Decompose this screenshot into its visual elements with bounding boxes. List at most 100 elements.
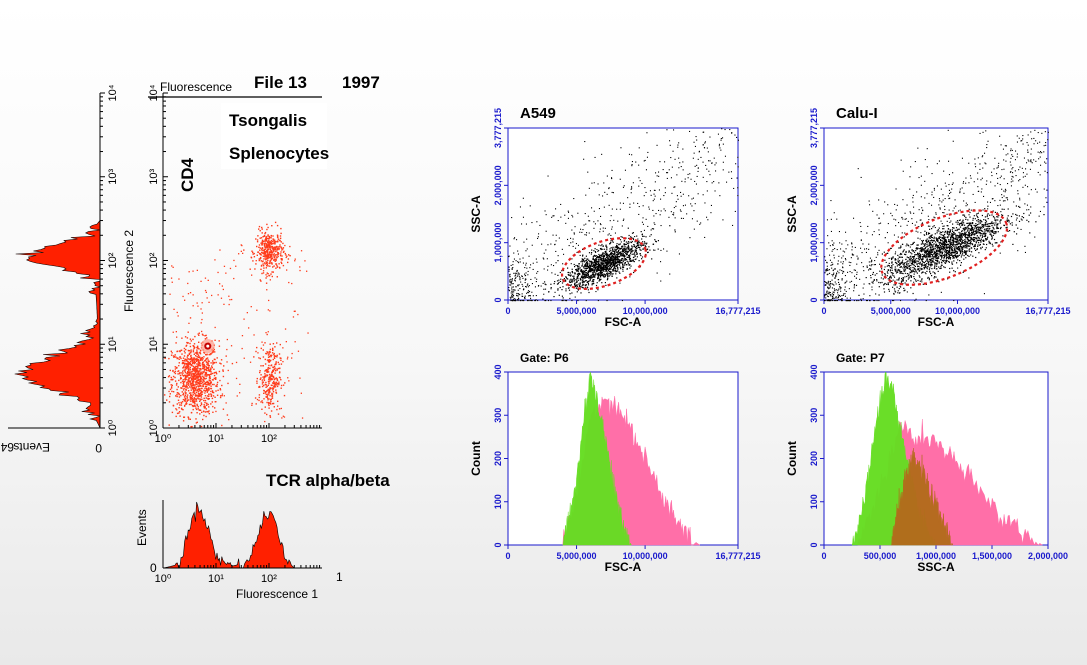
scatter-point — [942, 236, 944, 239]
scatter-point — [183, 416, 186, 418]
scatter-point — [641, 182, 643, 184]
scatter-point — [212, 360, 214, 362]
scatter-point — [680, 166, 682, 168]
scatter-point — [1010, 215, 1013, 218]
label-box — [221, 103, 327, 169]
scatter-point — [955, 240, 957, 243]
scatter-point — [985, 229, 987, 231]
scatter-point — [281, 417, 283, 419]
scatter-point — [599, 279, 601, 281]
scatter-point — [530, 299, 532, 301]
scatter-point — [301, 417, 304, 419]
scatter-point — [174, 370, 177, 373]
scatter-point — [699, 223, 701, 225]
scatter-point — [201, 333, 204, 335]
scatter-point — [181, 391, 183, 393]
scatter-point — [271, 352, 274, 354]
scatter-point — [910, 275, 913, 277]
scatter-point — [186, 394, 189, 396]
scatter-point — [983, 223, 985, 226]
scatter-point — [605, 262, 607, 264]
scatter-point — [267, 309, 269, 311]
scatter-point — [192, 392, 194, 394]
scatter-point — [611, 248, 614, 250]
scatter-point — [257, 251, 260, 253]
scatter-point — [189, 382, 192, 384]
scatter-point — [172, 375, 175, 378]
scatter-point — [276, 356, 278, 358]
scatter-point — [609, 243, 611, 245]
scatter-point — [737, 156, 739, 158]
scatter-point — [180, 381, 182, 384]
scatter-point — [191, 380, 194, 383]
scatter-point — [576, 278, 578, 280]
scatter-point — [182, 361, 185, 364]
scatter-point — [186, 397, 189, 399]
scatter-point — [731, 132, 733, 134]
scatter-point — [603, 276, 605, 278]
scatter-point — [264, 232, 266, 235]
scatter-point — [602, 253, 604, 256]
scatter-point — [594, 156, 596, 158]
scatter-point — [531, 283, 533, 285]
scatter-point — [260, 264, 263, 267]
scatter-point — [208, 377, 211, 379]
scatter-point — [925, 240, 927, 242]
scatter-point — [613, 219, 615, 221]
scatter-point — [184, 374, 186, 376]
scatter-point — [619, 208, 621, 210]
scatter-point — [943, 250, 946, 252]
scatter-point — [266, 351, 268, 353]
scatter-point — [259, 385, 261, 388]
scatter-point — [273, 259, 275, 261]
scatter-point — [915, 250, 917, 252]
scatter-point — [555, 234, 557, 236]
scatter-point — [591, 281, 593, 283]
scatter-point — [544, 210, 546, 212]
scatter-point — [605, 251, 607, 254]
scatter-point — [589, 268, 591, 270]
scatter-point — [254, 397, 257, 399]
scatter-point — [961, 230, 963, 232]
scatter-point — [645, 169, 647, 171]
scatter-point — [625, 252, 627, 255]
scatter-point — [516, 269, 518, 271]
scatter-point — [210, 368, 212, 371]
scatter-point — [251, 404, 253, 406]
scatter-point — [287, 356, 289, 358]
scatter-point — [576, 277, 578, 279]
scatter-point — [629, 206, 631, 208]
scatter-point — [559, 271, 561, 274]
scatter-point — [962, 223, 964, 226]
scatter-point — [697, 167, 699, 169]
scatter-point — [294, 310, 296, 312]
scatter-point — [636, 253, 638, 255]
scatter-point — [536, 272, 538, 274]
scatter-point — [185, 348, 187, 351]
scatter-point — [965, 216, 967, 219]
scatter-point — [972, 222, 974, 224]
scatter-point — [636, 242, 638, 244]
scatter-point — [187, 349, 190, 352]
scatter-point — [592, 264, 594, 267]
scatter-point — [512, 267, 514, 269]
scatter-point — [924, 247, 926, 249]
scatter-point — [629, 276, 631, 278]
scatter-point — [596, 267, 598, 269]
scatter-point — [535, 299, 537, 301]
scatter-point — [188, 392, 191, 394]
scatter-point — [622, 186, 624, 188]
scatter-point — [682, 169, 684, 171]
scatter-point — [933, 237, 935, 240]
scatter-point — [952, 230, 954, 232]
scatter-point — [266, 370, 268, 372]
scatter-point — [693, 228, 695, 230]
scatter-point — [923, 254, 926, 256]
scatter-point — [890, 275, 892, 277]
scatter-point — [648, 206, 650, 208]
scatter-point — [593, 279, 595, 281]
scatter-point — [591, 207, 593, 209]
scatter-point — [889, 281, 891, 283]
scatter-point — [264, 240, 266, 242]
scatter-point — [176, 412, 179, 415]
